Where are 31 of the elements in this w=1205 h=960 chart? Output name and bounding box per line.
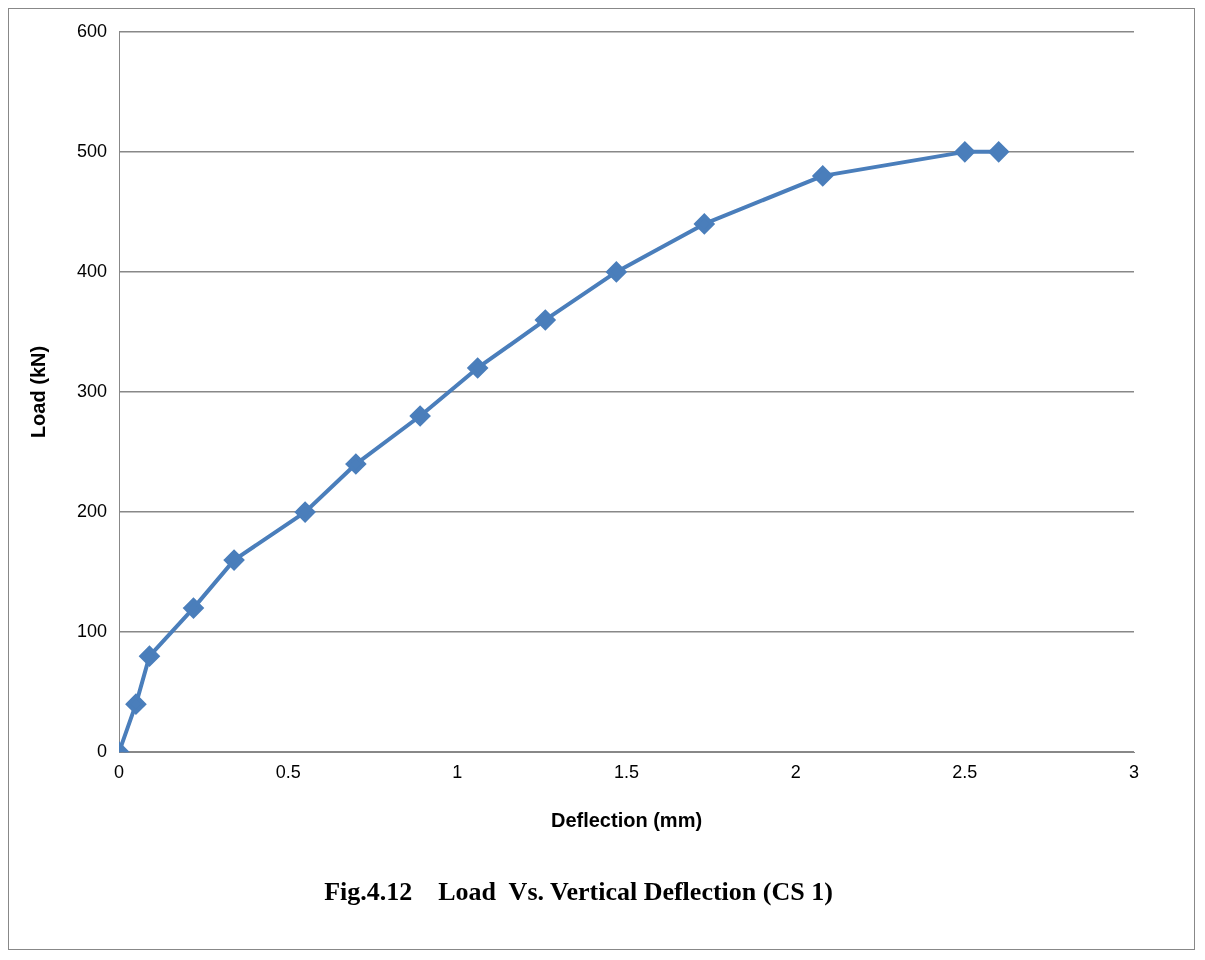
x-tick-label: 2.5 [952,761,978,782]
point [125,694,146,715]
x-tick-label: 0 [114,761,125,782]
x-tick-label: 2 [790,761,801,782]
x-tick-label: 0.5 [275,761,301,782]
y-axis-title: Load (kN) [26,345,49,439]
x-tick-label: 1.5 [614,761,640,782]
text: Fig.4.12 Load Vs. Vertical Deflection (CS 1) [324,877,833,907]
y-tick-label: 300 [76,380,108,401]
point [345,454,366,475]
point [954,141,975,162]
y-tick-label: 500 [76,140,108,161]
point [139,646,160,667]
y-tick-label: 600 [76,20,108,41]
x-axis-title: Deflection (mm) [550,809,703,832]
point [183,598,204,619]
point [812,165,833,186]
point [535,309,556,330]
point [295,502,316,523]
y-tick-label: 200 [76,501,108,522]
point [606,261,627,282]
point [224,550,245,571]
point [694,213,715,234]
y-tick-label: 400 [76,260,108,281]
y-tick-label: 0 [97,741,108,762]
point [410,406,431,427]
x-tick-label: 1 [452,761,463,782]
y-tick-label: 100 [76,621,108,642]
point [988,141,1009,162]
point [467,357,488,378]
x-tick-label: 3 [1128,761,1140,782]
